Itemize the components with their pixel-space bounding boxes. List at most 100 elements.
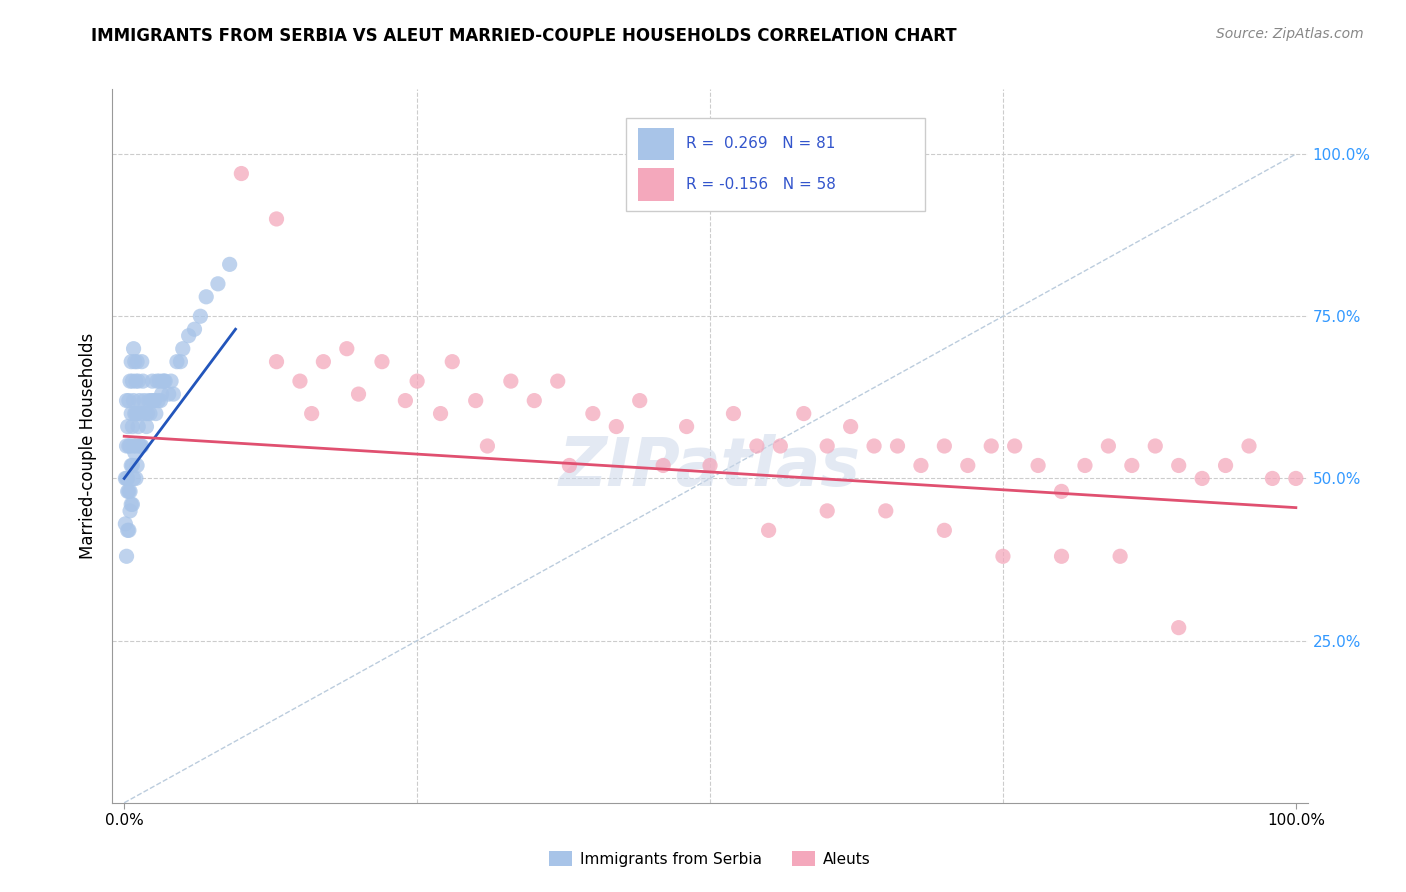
Point [371, 354, 394, 368]
Point [114, 471, 136, 485]
Point [1285, 471, 1308, 485]
Point [127, 458, 149, 473]
Point [125, 374, 148, 388]
Point [934, 524, 956, 538]
Point [1261, 471, 1284, 485]
Point [128, 439, 150, 453]
Point [120, 458, 142, 473]
Point [477, 439, 499, 453]
Point [218, 257, 240, 271]
Point [117, 471, 139, 485]
Point [153, 374, 176, 388]
Point [121, 458, 143, 473]
Point [188, 310, 212, 324]
Point [124, 407, 146, 421]
Point [406, 374, 429, 388]
Point [1004, 439, 1026, 453]
Point [121, 419, 143, 434]
Point [441, 354, 464, 368]
Point [149, 393, 172, 408]
Point [129, 407, 152, 421]
Point [132, 374, 155, 388]
Point [131, 439, 153, 453]
Point [142, 393, 165, 408]
Point [394, 393, 416, 408]
Point [172, 342, 194, 356]
Point [195, 290, 218, 304]
Point [115, 439, 138, 453]
Point [138, 393, 160, 408]
Text: IMMIGRANTS FROM SERBIA VS ALEUT MARRIED-COUPLE HOUSEHOLDS CORRELATION CHART: IMMIGRANTS FROM SERBIA VS ALEUT MARRIED-… [91, 27, 957, 45]
Point [117, 524, 139, 538]
Point [120, 504, 141, 518]
Point [160, 374, 183, 388]
Point [121, 374, 143, 388]
Point [114, 516, 136, 531]
Point [143, 393, 166, 408]
Bar [638, 128, 675, 160]
Point [127, 407, 149, 421]
Text: R = -0.156   N = 58: R = -0.156 N = 58 [686, 177, 837, 192]
Point [122, 342, 145, 356]
Point [148, 374, 170, 388]
Point [1191, 471, 1213, 485]
Point [547, 374, 569, 388]
Point [301, 407, 323, 421]
Point [134, 407, 156, 421]
Point [1050, 484, 1073, 499]
Point [135, 419, 157, 434]
Point [723, 407, 745, 421]
Point [745, 439, 768, 453]
Point [1167, 458, 1189, 473]
Point [148, 393, 170, 408]
Point [118, 484, 141, 499]
Text: Source: ZipAtlas.com: Source: ZipAtlas.com [1216, 27, 1364, 41]
Text: R =  0.269   N = 81: R = 0.269 N = 81 [686, 136, 835, 152]
Point [675, 419, 697, 434]
Point [115, 549, 138, 564]
Point [145, 407, 167, 421]
Point [125, 407, 148, 421]
Point [288, 374, 311, 388]
Point [132, 393, 156, 408]
Point [956, 458, 979, 473]
Point [1144, 439, 1167, 453]
Point [127, 374, 149, 388]
Point [122, 393, 145, 408]
Point [118, 439, 141, 453]
Point [910, 458, 932, 473]
Point [141, 374, 163, 388]
Point [815, 439, 838, 453]
Point [1237, 439, 1260, 453]
Point [141, 393, 163, 408]
Point [1074, 458, 1097, 473]
Point [1097, 439, 1119, 453]
Y-axis label: Married-couple Households: Married-couple Households [79, 333, 97, 559]
Point [699, 458, 721, 473]
Point [122, 471, 145, 485]
Point [146, 374, 169, 388]
Point [628, 393, 651, 408]
Point [934, 439, 956, 453]
Point [120, 484, 141, 499]
Point [117, 419, 139, 434]
Point [117, 484, 139, 499]
Point [464, 393, 486, 408]
Point [1050, 549, 1073, 564]
Point [120, 374, 141, 388]
Point [558, 458, 581, 473]
Point [815, 504, 838, 518]
Point [139, 407, 162, 421]
Point [231, 167, 253, 181]
Point [118, 393, 141, 408]
Point [121, 497, 143, 511]
Point [793, 407, 815, 421]
Point [312, 354, 335, 368]
Point [155, 374, 177, 388]
Point [336, 342, 359, 356]
Point [605, 419, 627, 434]
Point [1026, 458, 1049, 473]
Point [769, 439, 792, 453]
Point [125, 439, 148, 453]
FancyBboxPatch shape [627, 118, 925, 211]
